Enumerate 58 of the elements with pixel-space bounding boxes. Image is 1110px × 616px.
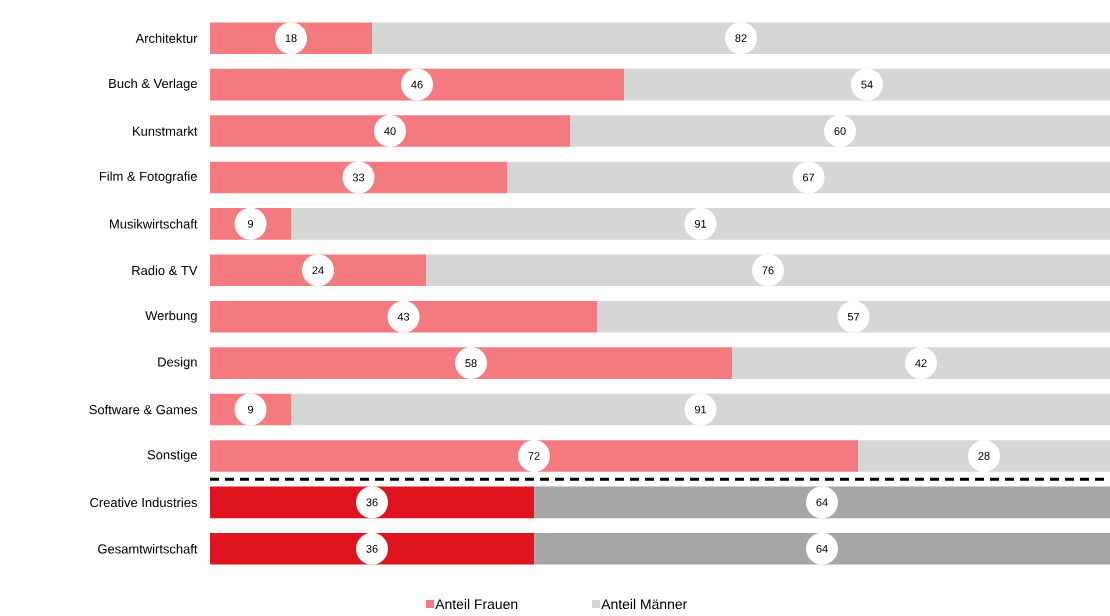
y-tick-label: Musikwirtschaft [110, 219, 198, 229]
y-tick-label: Sonstige [147, 449, 197, 462]
y-tick-label: Kunstmarkt [133, 126, 198, 136]
bar [570, 115, 1110, 147]
bar [732, 347, 1110, 379]
y-tick-label: Werbung [145, 310, 197, 323]
data-label: 36 [366, 498, 378, 507]
data-label: 28 [978, 452, 990, 460]
data-label: 58 [465, 359, 477, 367]
bar [597, 300, 1110, 333]
data-label: 60 [834, 127, 846, 135]
y-tick-label: Radio & TV [132, 265, 198, 276]
bar [291, 208, 1110, 240]
data-label: 36 [366, 544, 378, 553]
data-label: 43 [397, 312, 410, 321]
data-label: 82 [735, 34, 747, 43]
bar [210, 486, 535, 519]
data-label: 76 [762, 266, 774, 275]
data-label: 46 [411, 80, 423, 89]
legend-label: Anteil Frauen [435, 598, 518, 610]
bar [507, 161, 1110, 194]
y-tick-label: Architektur [135, 33, 198, 43]
bar [210, 440, 859, 472]
y-tick-label: Creative Industries [90, 497, 198, 508]
data-label: 18 [285, 34, 297, 43]
data-label: 33 [352, 173, 365, 182]
data-label: 54 [861, 80, 873, 89]
y-tick-label: Software & Games [89, 404, 198, 415]
bar [210, 347, 733, 379]
data-label: 64 [816, 498, 828, 507]
data-label: 91 [694, 220, 707, 228]
y-tick-label: Buch & Verlage [109, 78, 197, 91]
data-label: 72 [528, 452, 540, 460]
y-tick-label: Film & Fotografie [99, 171, 197, 184]
bar [534, 486, 1110, 519]
bar [210, 115, 571, 147]
bar [426, 254, 1110, 287]
data-label: 9 [247, 220, 254, 228]
bar [210, 161, 508, 194]
data-label: 9 [247, 405, 254, 414]
data-label: 67 [802, 173, 815, 182]
data-label: 64 [816, 544, 828, 553]
y-tick-label: Design [158, 357, 197, 370]
data-label: 40 [384, 127, 396, 135]
bar [210, 533, 535, 565]
bar [624, 68, 1110, 101]
bar [534, 533, 1110, 565]
data-label: 57 [847, 312, 860, 321]
data-label: 91 [694, 405, 707, 414]
bar [372, 22, 1110, 54]
data-label: 42 [915, 359, 927, 367]
data-label: 24 [312, 266, 324, 275]
bar [210, 68, 625, 101]
legend-label: Anteil Männer [601, 598, 688, 610]
bar [210, 300, 598, 333]
y-tick-label: Gesamtwirtschaft [98, 544, 198, 554]
bar [858, 440, 1110, 472]
bar [291, 393, 1110, 426]
